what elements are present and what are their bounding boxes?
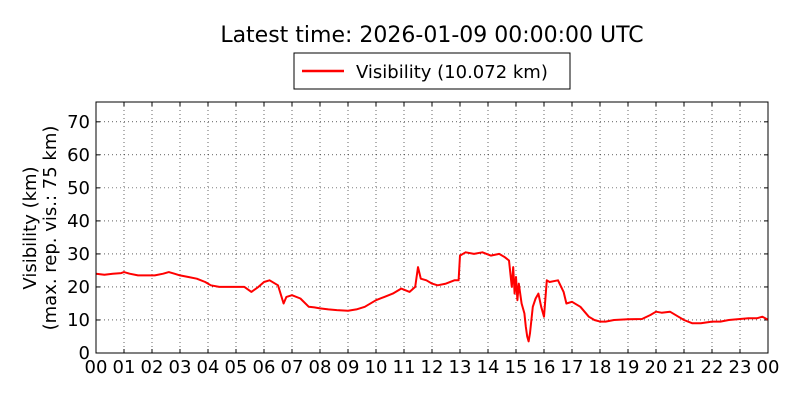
x-tick-label: 13 — [449, 357, 472, 378]
x-tick-label: 21 — [673, 357, 696, 378]
x-tick-label: 00 — [757, 357, 780, 378]
x-tick-label: 01 — [113, 357, 136, 378]
axis-ticks — [95, 102, 769, 354]
x-tick-label: 10 — [365, 357, 388, 378]
y-axis-label: Visibility (km) (max. rep. vis.: 75 km) — [20, 126, 61, 331]
x-tick-label: 17 — [561, 357, 584, 378]
x-tick-label: 18 — [589, 357, 612, 378]
y-tick-label: 40 — [67, 211, 90, 232]
y-tick-label: 0 — [79, 343, 90, 364]
x-tick-label: 14 — [477, 357, 500, 378]
x-tick-label: 23 — [729, 357, 752, 378]
plot-area-frame — [95, 101, 769, 354]
x-tick-label: 03 — [169, 357, 192, 378]
y-tick-label: 20 — [67, 277, 90, 298]
x-tick-label: 04 — [197, 357, 220, 378]
legend: Visibility (10.072 km) — [293, 52, 571, 90]
legend-label: Visibility (10.072 km) — [356, 62, 548, 83]
x-tick-label: 11 — [393, 357, 416, 378]
y-axis-label-line2: (max. rep. vis.: 75 km) — [40, 126, 61, 331]
grid — [96, 102, 768, 353]
x-tick-label: 20 — [645, 357, 668, 378]
y-tick-label: 50 — [67, 178, 90, 199]
x-tick-label: 15 — [505, 357, 528, 378]
y-tick-label: 60 — [67, 145, 90, 166]
x-tick-label: 08 — [309, 357, 332, 378]
x-tick-label: 09 — [337, 357, 360, 378]
x-tick-label: 02 — [141, 357, 164, 378]
x-tick-label: 12 — [421, 357, 444, 378]
y-tick-label: 30 — [67, 244, 90, 265]
x-tick-label: 00 — [85, 357, 108, 378]
x-tick-label: 22 — [701, 357, 724, 378]
y-axis-label-line1: Visibility (km) — [20, 166, 41, 289]
x-tick-label: 05 — [225, 357, 248, 378]
y-tick-label: 70 — [67, 112, 90, 133]
y-tick-labels: 0 10 20 30 40 50 60 70 — [67, 112, 90, 364]
x-tick-label: 19 — [617, 357, 640, 378]
x-tick-label: 06 — [253, 357, 276, 378]
x-tick-label: 07 — [281, 357, 304, 378]
x-tick-labels: 00 01 02 03 04 05 06 07 08 09 10 11 12 13 14 15 16 17 18 19… — [85, 357, 780, 378]
chart-title: Latest time: 2026-01-09 00:00:00 UTC — [220, 23, 643, 48]
x-tick-label: 16 — [533, 357, 556, 378]
y-tick-label: 10 — [67, 310, 90, 331]
series-line-visibility — [95, 251, 769, 343]
